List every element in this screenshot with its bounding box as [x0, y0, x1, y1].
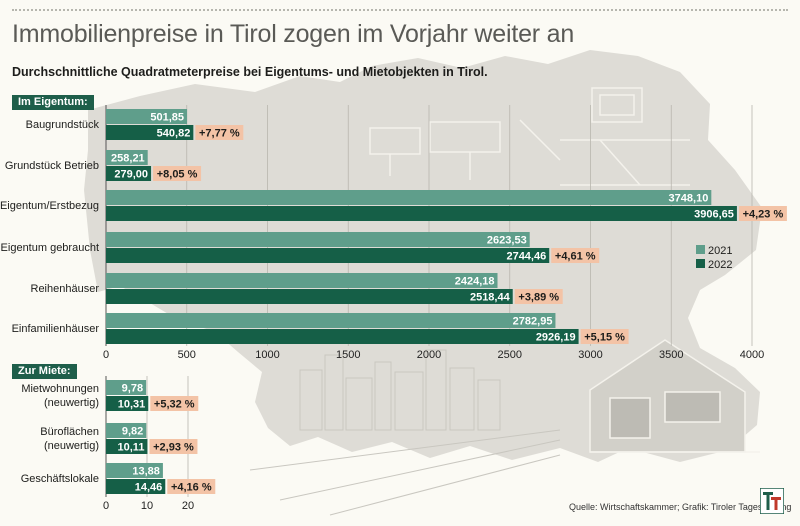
eigentum-change-badge [738, 206, 787, 221]
eigentum-value-label-2021: 2424,18 [455, 276, 495, 288]
eigentum-change-label: +4,61 % [555, 251, 596, 263]
eigentum-bar-2022 [106, 166, 152, 181]
section-label-eigentum: Im Eigentum: [12, 95, 94, 110]
miete-bar-2021 [106, 463, 163, 478]
eigentum-change-badge [153, 166, 202, 181]
eigentum-bar-2021 [106, 313, 556, 328]
eigentum-value-label-2021: 258,21 [111, 153, 145, 165]
miete-category-label: Mietwohnungen [21, 383, 99, 395]
miete-value-label-2022: 10,31 [118, 399, 146, 411]
page-subtitle: Durchschnittliche Quadratmeterpreise bei… [12, 65, 488, 79]
eigentum-bar-2022 [106, 289, 513, 304]
eigentum-value-label-2022: 540,82 [157, 128, 191, 140]
miete-value-label-2022: 14,46 [135, 482, 163, 494]
miete-value-label-2022: 10,11 [118, 442, 145, 454]
miete-category-label: (neuwertig) [44, 397, 99, 409]
house-sketch [589, 339, 760, 453]
miete-value-label-2021: 9,82 [122, 426, 143, 438]
miete-change-badge [150, 396, 199, 411]
eigentum-tick-label: 4000 [740, 349, 764, 361]
eigentum-change-label: +5,15 % [584, 332, 625, 344]
eigentum-tick-label: 3500 [659, 349, 683, 361]
miete-tick-label: 20 [182, 500, 194, 512]
miete-category-label: (neuwertig) [44, 440, 99, 452]
eigentum-value-label-2022: 279,00 [114, 169, 148, 181]
eigentum-value-label-2021: 501,85 [150, 112, 184, 124]
miete-bar-2021 [106, 380, 147, 395]
eigentum-value-label-2021: 2623,53 [487, 235, 527, 247]
eigentum-change-label: +7,77 % [199, 128, 240, 140]
eigentum-value-label-2022: 2926,19 [536, 332, 576, 344]
eigentum-tick-label: 1500 [336, 349, 360, 361]
eigentum-change-badge [514, 289, 563, 304]
eigentum-category-label: Eigentum gebraucht [1, 242, 99, 254]
page-title: Immobilienpreise in Tirol zogen im Vorja… [12, 20, 575, 48]
eigentum-value-label-2022: 2744,46 [506, 251, 546, 263]
legend-label: 2022 [708, 259, 732, 271]
office-sketch [369, 87, 690, 186]
eigentum-change-label: +8,05 % [157, 169, 198, 181]
eigentum-category-label: Reihenhäuser [31, 283, 100, 295]
eigentum-bar-2021 [106, 190, 712, 205]
eigentum-change-badge [195, 125, 244, 140]
eigentum-change-badge [580, 329, 629, 344]
eigentum-tick-label: 2000 [417, 349, 441, 361]
miete-value-label-2021: 13,88 [132, 466, 160, 478]
legend-label: 2021 [708, 245, 732, 257]
miete-change-label: +5,32 % [154, 399, 195, 411]
legend-swatch [696, 259, 705, 268]
eigentum-bar-2021 [106, 109, 188, 124]
miete-category-label: Büroflächen [40, 426, 99, 438]
miete-tick-label: 10 [141, 500, 153, 512]
miete-category-label: Geschäftslokale [21, 473, 99, 485]
section-label-miete: Zur Miete: [12, 364, 77, 379]
eigentum-tick-label: 500 [178, 349, 196, 361]
eigentum-change-label: +3,89 % [518, 292, 559, 304]
eigentum-bar-2022 [106, 248, 550, 263]
eigentum-bar-2022 [106, 125, 194, 140]
legend-swatch [696, 245, 705, 254]
miete-value-label-2021: 9,78 [122, 383, 143, 395]
eigentum-value-label-2022: 3906,65 [694, 209, 734, 221]
eigentum-tick-label: 1000 [255, 349, 279, 361]
eigentum-category-label: Baugrundstück [26, 119, 100, 131]
miete-change-badge [149, 439, 198, 454]
eigentum-bar-2022 [106, 329, 579, 344]
miete-tick-label: 0 [103, 500, 109, 512]
eigentum-change-label: +4,23 % [743, 209, 784, 221]
source-note: Quelle: Wirtschaftskammer; Grafik: Tirol… [569, 502, 792, 512]
tt-logo-icon [760, 488, 784, 514]
eigentum-category-label: Grundstück Betrieb [5, 160, 99, 172]
eigentum-tick-label: 3000 [578, 349, 602, 361]
eigentum-tick-label: 0 [103, 349, 109, 361]
miete-change-badge [167, 479, 216, 494]
eigentum-change-badge [551, 248, 600, 263]
eigentum-bar-2021 [106, 232, 530, 247]
top-dotted-rule [12, 9, 788, 11]
eigentum-bar-2021 [106, 273, 498, 288]
miete-bar-2022 [106, 439, 148, 454]
eigentum-category-label: Einfamilienhäuser [12, 323, 100, 335]
miete-change-label: +2,93 % [153, 442, 194, 454]
city-sketch [249, 349, 561, 516]
miete-bar-2021 [106, 423, 147, 438]
miete-bar-2022 [106, 396, 149, 411]
eigentum-value-label-2021: 2782,95 [513, 316, 553, 328]
eigentum-value-label-2021: 3748,10 [669, 193, 709, 205]
eigentum-value-label-2022: 2518,44 [470, 292, 511, 304]
miete-bar-2022 [106, 479, 166, 494]
eigentum-bar-2021 [106, 150, 148, 165]
miete-change-label: +4,16 % [171, 482, 212, 494]
eigentum-bar-2022 [106, 206, 737, 221]
eigentum-tick-label: 2500 [498, 349, 522, 361]
eigentum-category-label: Eigentum/Erstbezug [0, 200, 99, 212]
